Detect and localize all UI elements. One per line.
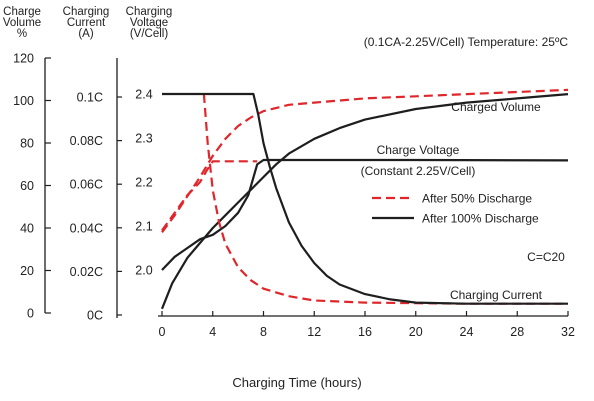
- volume-tick-label: 0: [27, 307, 34, 321]
- x-axis-title: Charging Time (hours): [232, 375, 361, 390]
- voltage-header-line-1: Charging: [126, 6, 173, 18]
- charging-current-after-50-line: [202, 93, 568, 305]
- time-tick-label: 8: [260, 325, 267, 339]
- current-tick-label: 0.08C: [70, 134, 103, 148]
- time-tick-label: 4: [209, 325, 216, 339]
- voltage-header-line-3: (V/Cell): [130, 28, 169, 40]
- volume-tick-label: 80: [20, 137, 34, 151]
- charged-volume-after-50-line: [161, 88, 569, 233]
- constant-voltage-label: (Constant 2.25V/Cell): [361, 164, 476, 178]
- current-tick-label: 0.02C: [70, 265, 103, 279]
- charge-voltage-label: Charge Voltage: [377, 143, 460, 157]
- current-header-line-2: Current: [67, 17, 106, 29]
- current-tick-label: 0C: [87, 309, 103, 323]
- voltage-tick-label: 2.1: [135, 220, 152, 234]
- time-tick-label: 16: [358, 325, 372, 339]
- time-tick-label: 32: [561, 325, 575, 339]
- volume-header-line-3: %: [17, 28, 27, 40]
- voltage-header-line-2: Voltage: [130, 17, 168, 29]
- time-tick-label: 0: [159, 325, 166, 339]
- charge-voltage-after-100-line: [161, 158, 569, 271]
- time-tick-label: 28: [510, 325, 524, 339]
- current-header-line-3: (A): [78, 28, 94, 40]
- volume-tick-label: 100: [13, 94, 34, 108]
- voltage-tick-label: 2.4: [135, 88, 152, 102]
- charge-voltage-after-50-line: [161, 160, 258, 232]
- voltage-tick-label: 2.2: [135, 176, 152, 190]
- volume-tick-label: 60: [20, 179, 34, 193]
- current-tick-label: 0.04C: [70, 221, 103, 235]
- legend-label-2: After 100% Discharge: [422, 212, 539, 226]
- c-note-label: C=C20: [527, 250, 565, 264]
- voltage-tick-label: 2.0: [135, 264, 152, 278]
- voltage-tick-label: 2.3: [135, 132, 152, 146]
- charged-volume-label: Charged Volume: [451, 100, 541, 114]
- volume-header-line-1: Charge: [3, 6, 41, 18]
- volume-tick-label: 120: [13, 52, 34, 66]
- volume-tick-label: 40: [20, 222, 34, 236]
- legend-label-1: After 50% Discharge: [422, 192, 532, 206]
- current-tick-label: 0.06C: [70, 178, 103, 192]
- time-tick-label: 12: [307, 325, 321, 339]
- charging-current-after-100-line: [162, 92, 568, 305]
- time-tick-label: 20: [409, 325, 423, 339]
- current-header-line-1: Charging: [63, 6, 110, 18]
- volume-tick-label: 20: [20, 264, 34, 278]
- time-tick-label: 24: [460, 325, 474, 339]
- test-condition-text: (0.1CA-2.25V/Cell) Temperature: 25ºC: [364, 35, 569, 49]
- current-tick-label: 0.1C: [77, 91, 103, 105]
- charging-current-label: Charging Current: [450, 288, 543, 302]
- volume-header-line-2: Volume: [3, 17, 41, 29]
